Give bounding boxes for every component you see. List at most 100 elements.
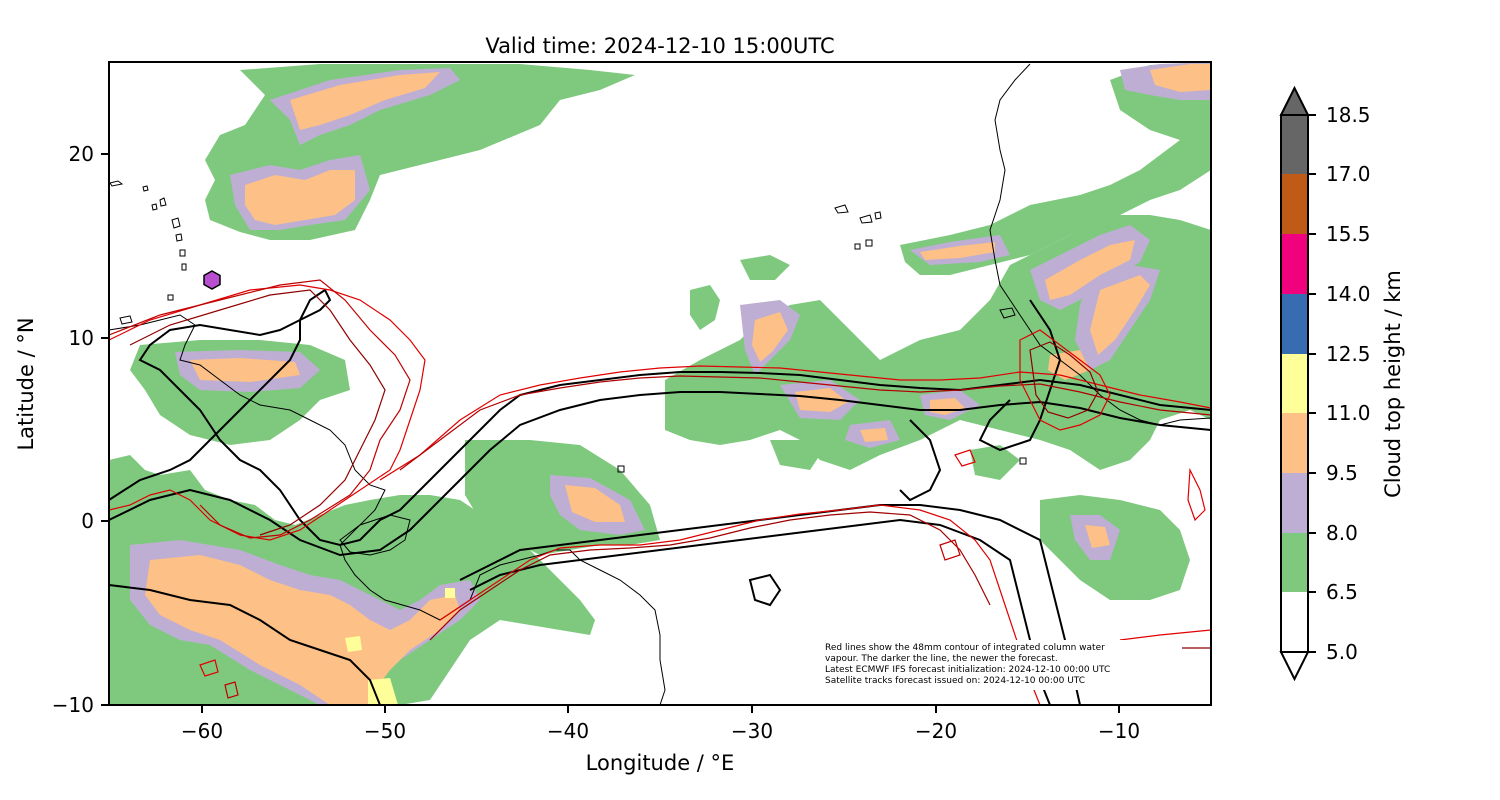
iwv-contour	[224, 681, 239, 699]
cloud-region	[860, 428, 888, 442]
island	[179, 249, 186, 257]
colorbar-tick-label: 9.5	[1326, 461, 1358, 485]
cloud-region	[1090, 275, 1150, 355]
cloud-region	[770, 440, 820, 470]
island	[181, 263, 187, 271]
island	[167, 294, 174, 301]
cloud-region	[752, 312, 788, 362]
cloud-layer-11-0	[345, 588, 455, 705]
satellite-track	[748, 573, 782, 607]
colorbar-bin	[1281, 115, 1308, 174]
iwv-contour	[1119, 629, 1211, 641]
iwv-contour	[1019, 329, 1111, 431]
map-plot-area: Red lines show the 48mm contour of integ…	[109, 62, 1211, 705]
colorbar-tick-label: 11.0	[1326, 401, 1371, 425]
plot-title: Valid time: 2024-12-10 15:00UTC	[485, 34, 834, 58]
island	[874, 211, 882, 220]
cloud-region	[1085, 525, 1110, 548]
colorbar-bin	[1281, 533, 1308, 592]
iwv-contour	[109, 279, 411, 539]
satellite-track	[109, 584, 381, 705]
cloud-region	[795, 388, 848, 412]
note-line-1: Red lines show the 48mm contour of integ…	[825, 643, 1105, 653]
cloud-region	[290, 72, 440, 130]
island	[175, 233, 183, 242]
cloud-region	[1150, 64, 1211, 92]
island	[617, 465, 625, 473]
iwv-contour	[429, 511, 991, 641]
colorbar-bin	[1281, 592, 1308, 652]
cloud-region	[900, 110, 1211, 275]
iwv-contour	[399, 375, 1211, 471]
colorbar-extend-min	[1279, 651, 1310, 682]
satellite-track	[899, 419, 942, 502]
y-tick-label: 10	[69, 326, 94, 350]
coastline-south-america	[109, 314, 666, 705]
iwv-contour	[954, 449, 976, 467]
note-box: Red lines show the 48mm contour of integ…	[820, 640, 1182, 690]
cloud-region	[1045, 240, 1135, 300]
y-tick-label: 20	[69, 142, 94, 166]
island	[151, 203, 158, 211]
colorbar-extend-max	[1279, 85, 1310, 116]
cloud-region	[445, 588, 455, 598]
note-line-2: vapour. The darker the line, the newer t…	[825, 654, 1058, 664]
island	[865, 239, 873, 247]
cloud-region	[245, 170, 355, 225]
x-tick-label: −30	[731, 719, 773, 743]
colorbar-tick-label: 14.0	[1326, 282, 1371, 306]
note-background	[820, 640, 1182, 690]
cloud-region	[368, 678, 398, 705]
x-axis-label: Longitude / °E	[586, 751, 735, 775]
x-axis: −60 −50 −40 −30 −20 −10 Longitude / °E	[181, 705, 1140, 775]
colorbar: 18.5 17.0 15.5 14.0 12.5 11.0 9.5 8.0 6.…	[1279, 85, 1405, 682]
iwv-contour	[1187, 467, 1206, 522]
colorbar-bin	[1281, 473, 1308, 533]
colorbar-tick-label: 17.0	[1326, 162, 1371, 186]
x-tick-label: −40	[547, 719, 589, 743]
y-axis-label: Latitude / °N	[14, 317, 38, 450]
iwv-contour	[1029, 341, 1099, 419]
y-axis: 20 10 0 −10 Latitude / °N	[14, 142, 109, 717]
island	[119, 315, 133, 325]
iwv-contour	[379, 365, 1211, 481]
cloud-region	[190, 358, 300, 382]
island	[859, 214, 873, 224]
cloud-region	[740, 255, 790, 280]
iwv-contours	[109, 279, 1211, 705]
x-tick-label: −60	[181, 719, 223, 743]
cloud-region	[920, 242, 995, 260]
note-line-4: Satellite tracks forecast issued on: 202…	[825, 676, 1085, 686]
colorbar-bin	[1281, 234, 1308, 294]
island	[142, 185, 149, 192]
iwv-contour	[199, 659, 219, 677]
colorbar-bin	[1281, 174, 1308, 234]
cloud-region	[970, 445, 1020, 480]
satellite-track	[109, 288, 1211, 547]
colorbar-bin	[1281, 413, 1308, 473]
colorbar-tick-label: 6.5	[1326, 580, 1358, 604]
x-tick-label: −50	[364, 719, 406, 743]
colorbar-tick-label: 15.5	[1326, 222, 1371, 246]
island	[109, 180, 124, 187]
cloud-region	[145, 555, 460, 705]
note-line-3: Latest ECMWF IFS forecast initialization…	[825, 665, 1110, 675]
colorbar-tick-label: 12.5	[1326, 342, 1371, 366]
y-tick-label: −10	[52, 693, 94, 717]
island	[999, 307, 1016, 319]
coastlines	[109, 63, 1211, 705]
island	[834, 204, 849, 214]
colorbar-frame	[1280, 114, 1309, 653]
colorbar-bin	[1281, 354, 1308, 413]
island	[854, 243, 861, 250]
colorbar-tick-label: 5.0	[1326, 640, 1358, 664]
x-tick-label: −20	[915, 719, 957, 743]
island	[159, 197, 167, 207]
y-tick-label: 0	[81, 509, 94, 533]
cloud-region	[565, 485, 625, 522]
colorbar-tick-label: 8.0	[1326, 521, 1358, 545]
location-marker	[203, 270, 221, 290]
colorbar-bin	[1281, 294, 1308, 354]
plot-frame	[108, 61, 1212, 706]
iwv-contour	[129, 289, 386, 536]
